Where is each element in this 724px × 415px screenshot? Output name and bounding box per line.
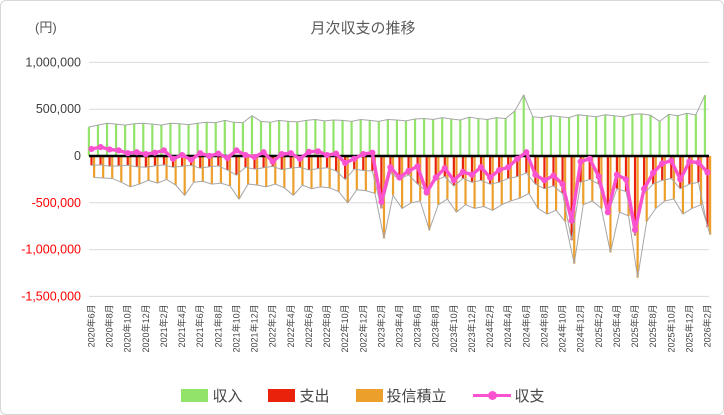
svg-text:-1,000,000: -1,000,000 (21, 243, 81, 257)
svg-text:2022年12月: 2022年12月 (357, 304, 368, 352)
svg-text:2023年6月: 2023年6月 (412, 304, 423, 347)
svg-text:2023年4月: 2023年4月 (394, 304, 405, 347)
svg-text:0: 0 (74, 149, 81, 163)
svg-text:2022年8月: 2022年8月 (321, 304, 332, 347)
svg-text:2025年8月: 2025年8月 (647, 304, 658, 347)
svg-text:2022年6月: 2022年6月 (303, 304, 314, 347)
invest-swatch-icon (355, 389, 383, 402)
svg-text:2020年10月: 2020年10月 (122, 304, 133, 352)
svg-text:2023年12月: 2023年12月 (466, 304, 477, 352)
svg-text:2024年8月: 2024年8月 (538, 304, 549, 347)
legend-label-income: 収入 (212, 388, 243, 405)
legend-label-balance: 収支 (514, 388, 545, 405)
svg-text:2023年10月: 2023年10月 (448, 304, 459, 352)
svg-text:2024年10月: 2024年10月 (557, 304, 568, 352)
svg-text:2025年2月: 2025年2月 (593, 304, 604, 347)
legend-item-expense: 支出 (268, 385, 330, 406)
svg-text:2020年6月: 2020年6月 (86, 304, 97, 347)
chart-legend: 収入 支出 投信積立 収支 (1, 385, 723, 406)
svg-text:2023年2月: 2023年2月 (375, 304, 386, 347)
expense-swatch-icon (268, 389, 296, 402)
svg-text:-1,500,000: -1,500,000 (21, 289, 81, 303)
legend-item-balance: 収支 (472, 385, 545, 406)
svg-text:2021年8月: 2021年8月 (212, 304, 223, 347)
svg-text:2025年4月: 2025年4月 (611, 304, 622, 347)
svg-text:2025年12月: 2025年12月 (683, 304, 694, 352)
y-axis-unit-label: (円) (35, 20, 57, 35)
svg-text:2022年10月: 2022年10月 (339, 304, 350, 352)
svg-text:-500,000: -500,000 (32, 196, 81, 210)
legend-item-invest: 投信積立 (355, 385, 447, 406)
svg-text:2021年12月: 2021年12月 (249, 304, 260, 352)
svg-text:2024年2月: 2024年2月 (484, 304, 495, 347)
svg-text:2022年4月: 2022年4月 (285, 304, 296, 347)
svg-text:2021年10月: 2021年10月 (230, 304, 241, 352)
chart-title: 月次収支の推移 (310, 20, 416, 37)
svg-text:2022年2月: 2022年2月 (267, 304, 278, 347)
svg-text:2021年2月: 2021年2月 (158, 304, 169, 347)
svg-text:2025年10月: 2025年10月 (665, 304, 676, 352)
svg-text:2020年8月: 2020年8月 (104, 304, 115, 347)
legend-label-invest: 投信積立 (386, 388, 447, 405)
svg-text:500,000: 500,000 (36, 102, 81, 116)
svg-text:2020年12月: 2020年12月 (140, 304, 151, 352)
svg-text:2025年6月: 2025年6月 (629, 304, 640, 347)
svg-text:2021年6月: 2021年6月 (194, 304, 205, 347)
legend-item-income: 収入 (181, 385, 242, 406)
legend-label-expense: 支出 (299, 388, 330, 405)
svg-text:2024年4月: 2024年4月 (502, 304, 513, 347)
income-swatch-icon (181, 389, 209, 402)
svg-text:2024年12月: 2024年12月 (575, 304, 586, 352)
svg-text:2023年8月: 2023年8月 (430, 304, 441, 347)
svg-text:2024年6月: 2024年6月 (520, 304, 531, 347)
svg-text:1,000,000: 1,000,000 (25, 55, 81, 69)
svg-text:2026年2月: 2026年2月 (702, 304, 713, 347)
balance-line-marker-icon (472, 389, 511, 402)
svg-text:2021年4月: 2021年4月 (176, 304, 187, 347)
